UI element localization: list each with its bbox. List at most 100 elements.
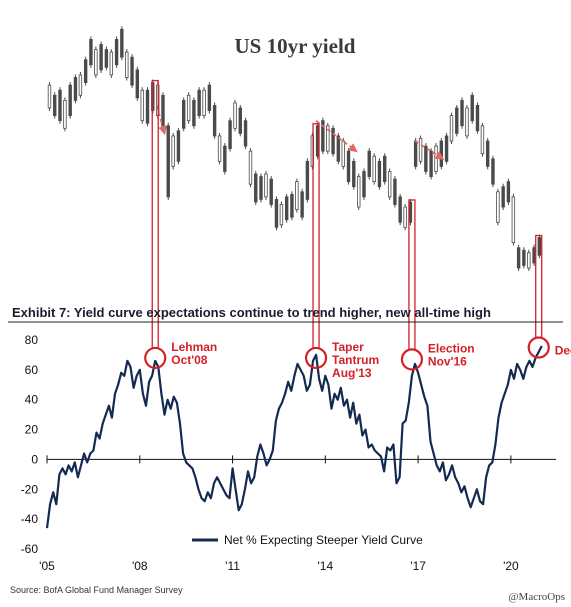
yield-candle: [89, 36, 93, 68]
candle-body: [475, 105, 480, 132]
candle-body: [537, 237, 542, 256]
candle-body: [53, 94, 57, 116]
yield-candle: [424, 143, 428, 175]
yield-candle: [254, 171, 258, 205]
yield-candle: [161, 92, 165, 132]
yield-candle: [403, 204, 407, 231]
y-tick-label: 40: [25, 393, 39, 407]
candle-body: [403, 206, 407, 228]
candle-body: [465, 107, 469, 137]
yield-chart-panel: US 10yr yield: [47, 26, 542, 271]
yield-candle: [233, 99, 237, 132]
candle-body: [269, 178, 273, 205]
candle-body: [73, 77, 78, 101]
candle-body: [197, 89, 201, 116]
candle-body: [130, 56, 134, 86]
event-annotation-line: Nov'16: [428, 354, 467, 368]
yield-candle: [491, 155, 495, 188]
candle-body: [439, 140, 444, 167]
trend-arrow: [155, 105, 167, 136]
y-tick-label: 0: [31, 452, 38, 466]
yield-candle: [418, 135, 423, 165]
yield-candle: [223, 143, 227, 175]
candle-body: [532, 247, 536, 264]
yield-candle: [197, 87, 201, 119]
series-line-net-expecting-steeper: [45, 345, 543, 529]
yield-candle: [511, 193, 516, 246]
trend-arrow: [414, 140, 445, 160]
yield-candle: [516, 244, 521, 271]
candle-body: [387, 171, 392, 198]
x-tick-label: '14: [318, 559, 334, 573]
yield-candle: [192, 97, 196, 129]
yield-candle: [217, 132, 222, 165]
yield-candle: [202, 87, 206, 119]
yield-candle: [398, 193, 402, 226]
yield-candle: [326, 122, 330, 155]
yield-candle: [321, 117, 325, 155]
event-circle: [144, 346, 167, 370]
yield-candle: [522, 247, 526, 269]
x-axis-ticks: '05 '08 '11 '14 '17 '20: [39, 455, 519, 573]
yield-candle: [465, 104, 469, 139]
yield-candle: [295, 178, 299, 213]
candle-body: [496, 191, 500, 223]
yield-candle: [176, 127, 181, 165]
yield-candle: [444, 132, 449, 165]
event-annotation-line: Taper: [332, 340, 364, 354]
candle-body: [212, 105, 217, 137]
y-axis-ticks: 80 60 40 20 0 -20 -40 -60: [21, 333, 39, 556]
candle-body: [522, 249, 526, 266]
yield-candle: [501, 183, 505, 211]
candle-body: [511, 196, 516, 244]
yield-candle: [387, 168, 392, 200]
candle-body: [171, 135, 175, 167]
candle-body: [104, 49, 109, 68]
yield-candle: [429, 148, 433, 180]
event-circle: [400, 348, 424, 371]
candle-body: [181, 99, 186, 129]
yield-candle: [212, 102, 217, 139]
yield-candle: [357, 173, 361, 211]
candle-body: [413, 140, 418, 167]
yield-candle: [259, 173, 263, 203]
event-annotation-line: Tantrum: [332, 353, 379, 367]
candle-body: [279, 204, 284, 226]
credit-handle: @MacroOps: [508, 591, 565, 603]
candle-body: [186, 94, 191, 122]
candle-body: [161, 94, 165, 129]
candle-body: [295, 181, 299, 210]
yield-candle: [130, 54, 134, 89]
event-circles: [144, 336, 550, 371]
legend: Net % Expecting Steeper Yield Curve: [192, 533, 423, 547]
yield-candle: [331, 125, 335, 157]
yield-candle: [496, 188, 500, 226]
candle-body: [145, 89, 150, 124]
yield-candle: [279, 201, 284, 228]
candle-body: [429, 150, 433, 177]
y-tick-label: 80: [25, 333, 39, 347]
yield-candle: [383, 153, 387, 185]
yield-candle: [485, 138, 490, 170]
candle-body: [284, 196, 289, 221]
yield-candle: [346, 148, 351, 185]
event-annotation-line: Lehman: [171, 340, 217, 354]
y-tick-label: 60: [25, 363, 39, 377]
candle-body: [89, 39, 93, 66]
candle-body: [83, 59, 88, 83]
yield-candle: [269, 176, 273, 208]
candle-body: [326, 125, 330, 152]
candle-body: [243, 120, 248, 147]
yield-candle: [352, 158, 356, 190]
yield-candle: [47, 82, 52, 111]
event-annotation-line: Election: [428, 341, 475, 355]
yield-candle: [125, 49, 129, 81]
candle-body: [460, 99, 464, 127]
event-circle: [527, 336, 550, 359]
candle-body: [290, 193, 294, 218]
candle-body: [274, 199, 279, 228]
candle-body: [341, 140, 345, 167]
candle-body: [217, 135, 222, 162]
candle-body: [109, 51, 114, 76]
